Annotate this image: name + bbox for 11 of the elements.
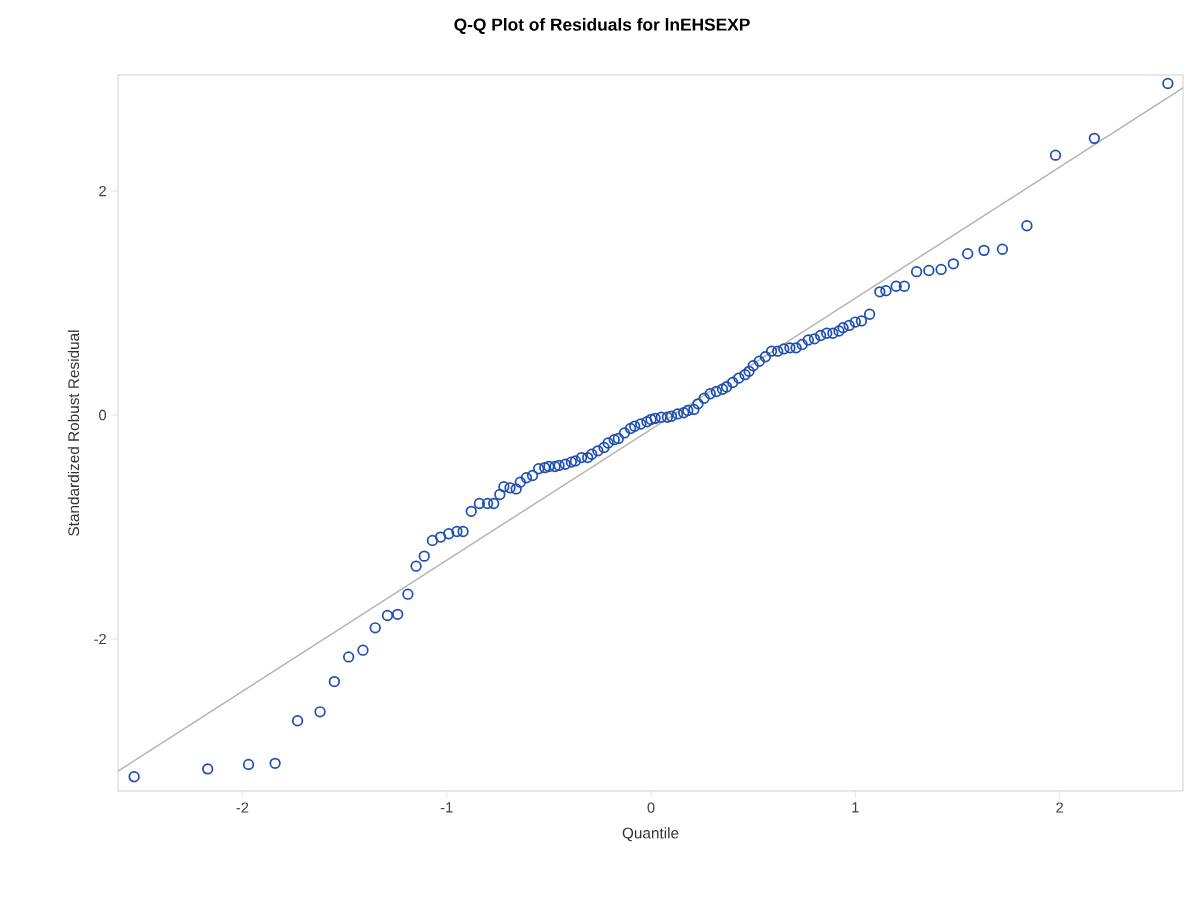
x-tick-label: 0	[647, 802, 655, 813]
y-tick-label: 2	[99, 185, 106, 197]
chart-title: Q-Q Plot of Residuals for lnEHSEXP	[454, 17, 750, 34]
x-tick-label: -2	[236, 802, 249, 813]
x-tick-label: 1	[852, 802, 859, 813]
y-tick-label: -2	[94, 633, 106, 645]
x-tick-label: -1	[440, 802, 453, 813]
y-axis-title: Standardized Robust Residual	[67, 330, 80, 536]
x-axis-title: Quantile	[622, 827, 679, 842]
y-tick-label: 0	[99, 409, 107, 421]
x-tick-label: 2	[1056, 802, 1063, 813]
